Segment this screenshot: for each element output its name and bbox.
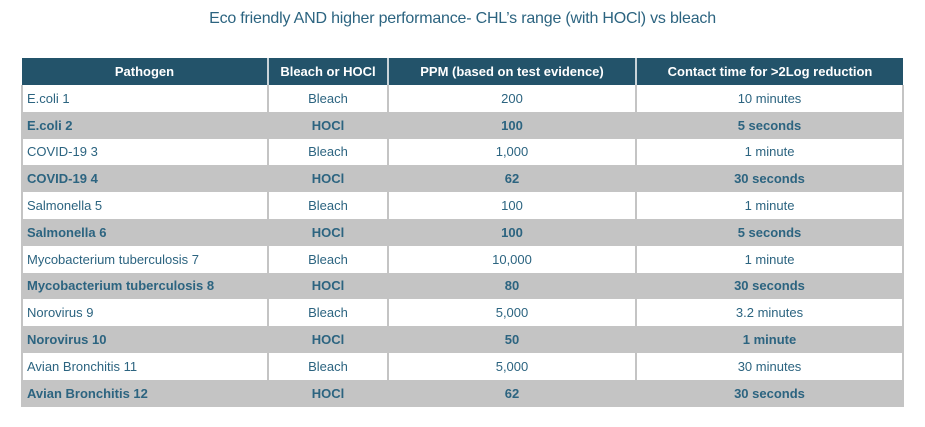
cell-pathogen: Mycobacterium tuberculosis 7 (21, 245, 269, 273)
cell-ppm: 10,000 (387, 245, 637, 273)
cell-agent: Bleach (267, 245, 389, 273)
cell-ppm: 200 (387, 85, 637, 112)
cell-pathogen: Salmonella 6 (21, 218, 269, 246)
cell-agent: Bleach (267, 85, 389, 112)
cell-contact-time: 3.2 minutes (635, 299, 904, 327)
header-row: Pathogen Bleach or HOCl PPM (based on te… (22, 58, 903, 85)
cell-contact-time: 30 seconds (635, 379, 904, 407)
cell-contact-time: 1 minute (635, 245, 904, 273)
cell-contact-time: 30 minutes (635, 352, 904, 380)
cell-pathogen: Norovirus 9 (21, 299, 269, 327)
table-row: Avian Bronchitis 12 HOCl 62 30 seconds (21, 379, 904, 407)
table-row: E.coli 1 Bleach 200 10 minutes (21, 85, 904, 112)
cell-agent: HOCl (267, 326, 389, 353)
cell-contact-time: 10 minutes (635, 85, 904, 112)
cell-pathogen: COVID-19 4 (21, 165, 269, 193)
table-row: Norovirus 9 Bleach 5,000 3.2 minutes (21, 299, 904, 327)
pathogen-comparison-table: Pathogen Bleach or HOCl PPM (based on te… (21, 58, 904, 407)
cell-agent: HOCl (267, 218, 389, 246)
cell-ppm: 62 (387, 165, 637, 193)
cell-ppm: 100 (387, 192, 637, 219)
cell-ppm: 80 (387, 272, 637, 300)
cell-pathogen: Norovirus 10 (21, 326, 269, 353)
cell-agent: HOCl (267, 272, 389, 300)
table-row: Mycobacterium tuberculosis 7 Bleach 10,000… (21, 245, 904, 273)
cell-agent: Bleach (267, 192, 389, 219)
cell-contact-time: 1 minute (635, 326, 904, 353)
cell-ppm: 5,000 (387, 352, 637, 380)
cell-pathogen: Avian Bronchitis 11 (21, 352, 269, 380)
table-row: Norovirus 10 HOCl 50 1 minute (21, 326, 904, 353)
cell-contact-time: 1 minute (635, 138, 904, 166)
table-row: Salmonella 5 Bleach 100 1 minute (21, 192, 904, 219)
header-pathogen: Pathogen (22, 58, 269, 85)
table-row: E.coli 2 HOCl 100 5 seconds (21, 111, 904, 139)
table-header: Pathogen Bleach or HOCl PPM (based on te… (22, 58, 903, 85)
cell-contact-time: 30 seconds (635, 272, 904, 300)
cell-agent: Bleach (267, 138, 389, 166)
table-row: Salmonella 6 HOCl 100 5 seconds (21, 218, 904, 246)
cell-agent: Bleach (267, 352, 389, 380)
cell-contact-time: 5 seconds (635, 111, 904, 139)
cell-agent: HOCl (267, 379, 389, 407)
header-agent: Bleach or HOCl (267, 58, 389, 85)
header-ppm: PPM (based on test evidence) (387, 58, 637, 85)
cell-contact-time: 1 minute (635, 192, 904, 219)
cell-contact-time: 5 seconds (635, 218, 904, 246)
cell-ppm: 100 (387, 111, 637, 139)
cell-ppm: 50 (387, 326, 637, 353)
cell-ppm: 100 (387, 218, 637, 246)
cell-agent: HOCl (267, 165, 389, 193)
cell-ppm: 5,000 (387, 299, 637, 327)
table-row: COVID-19 4 HOCl 62 30 seconds (21, 165, 904, 193)
cell-contact-time: 30 seconds (635, 165, 904, 193)
table-row: Mycobacterium tuberculosis 8 HOCl 80 30 sec… (21, 272, 904, 300)
cell-pathogen: E.coli 2 (21, 111, 269, 139)
cell-pathogen: Avian Bronchitis 12 (21, 379, 269, 407)
cell-agent: Bleach (267, 299, 389, 327)
cell-ppm: 1,000 (387, 138, 637, 166)
header-contact-time: Contact time for >2Log reduction (635, 58, 903, 85)
page-title: Eco friendly AND higher performance- CHL… (209, 10, 716, 27)
cell-pathogen: E.coli 1 (21, 85, 269, 112)
table-row: COVID-19 3 Bleach 1,000 1 minute (21, 138, 904, 166)
table-body: E.coli 1 Bleach 200 10 minutes E.coli 2 HOCl 1… (21, 85, 904, 407)
cell-ppm: 62 (387, 379, 637, 407)
cell-pathogen: COVID-19 3 (21, 138, 269, 166)
cell-pathogen: Mycobacterium tuberculosis 8 (21, 272, 269, 300)
cell-agent: HOCl (267, 111, 389, 139)
cell-pathogen: Salmonella 5 (21, 192, 269, 219)
table-row: Avian Bronchitis 11 Bleach 5,000 30 minutes (21, 352, 904, 380)
